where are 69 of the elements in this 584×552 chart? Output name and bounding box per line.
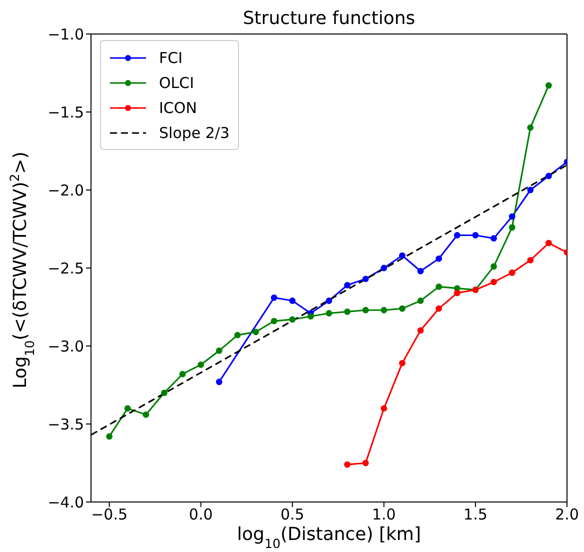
point (198, 362, 204, 368)
point (216, 378, 222, 386)
point (417, 298, 424, 304)
point (490, 235, 497, 242)
point (270, 294, 278, 301)
point (307, 313, 314, 320)
point (545, 82, 552, 89)
point (399, 305, 406, 312)
point (362, 276, 369, 282)
legend-label: Slope 2/3 (159, 124, 230, 142)
point (436, 255, 442, 262)
point (472, 232, 479, 238)
point (289, 298, 296, 304)
point (380, 306, 388, 314)
point (106, 433, 113, 440)
point (326, 310, 332, 316)
point (142, 411, 150, 418)
x-axis-title: log$_{10}$(Distance) [km] (237, 524, 421, 550)
point (436, 305, 442, 312)
point (508, 224, 516, 231)
y-tick-label: −1.0 (48, 25, 84, 44)
point (252, 328, 259, 336)
point (362, 460, 369, 466)
point (380, 264, 388, 272)
point (344, 308, 351, 315)
point (399, 360, 406, 366)
x-tick-label: 2.0 (555, 506, 579, 524)
x-tick-label: 1.0 (372, 506, 396, 524)
point (436, 284, 442, 290)
point (490, 263, 497, 270)
point (508, 213, 516, 220)
point (124, 405, 131, 412)
chart-title: Structure functions (242, 8, 416, 29)
y-tick-label: −3.5 (48, 415, 84, 434)
x-tick-label: 0.0 (188, 506, 213, 524)
point (270, 318, 278, 324)
legend-label: ICON (159, 98, 197, 116)
point (545, 240, 552, 246)
y-tick-label: −2.0 (48, 181, 84, 200)
point (527, 186, 534, 194)
x-tick-label: −0.5 (91, 506, 128, 524)
point (179, 370, 186, 378)
point (527, 257, 534, 264)
point (326, 298, 332, 304)
y-tick-label: −1.5 (48, 103, 84, 122)
point (508, 269, 516, 276)
legend-label: FCI (159, 48, 183, 66)
x-tick-label: 0.5 (280, 506, 304, 524)
point (161, 390, 168, 396)
point (234, 332, 241, 338)
point (399, 252, 406, 259)
point (417, 268, 424, 274)
point (545, 172, 552, 180)
point (417, 327, 424, 334)
legend-label: OLCI (159, 74, 194, 92)
point (289, 316, 296, 323)
point (344, 461, 351, 468)
point (527, 124, 534, 131)
point (454, 290, 460, 296)
point (454, 232, 460, 238)
y-tick-label: −4.0 (48, 493, 84, 512)
point (362, 306, 369, 314)
point (344, 282, 351, 288)
point (490, 278, 497, 286)
y-tick-label: −2.5 (48, 259, 84, 278)
x-tick-label: 1.5 (464, 506, 488, 524)
point (216, 347, 222, 354)
point (380, 405, 388, 412)
y-tick-label: −3.0 (48, 337, 84, 356)
